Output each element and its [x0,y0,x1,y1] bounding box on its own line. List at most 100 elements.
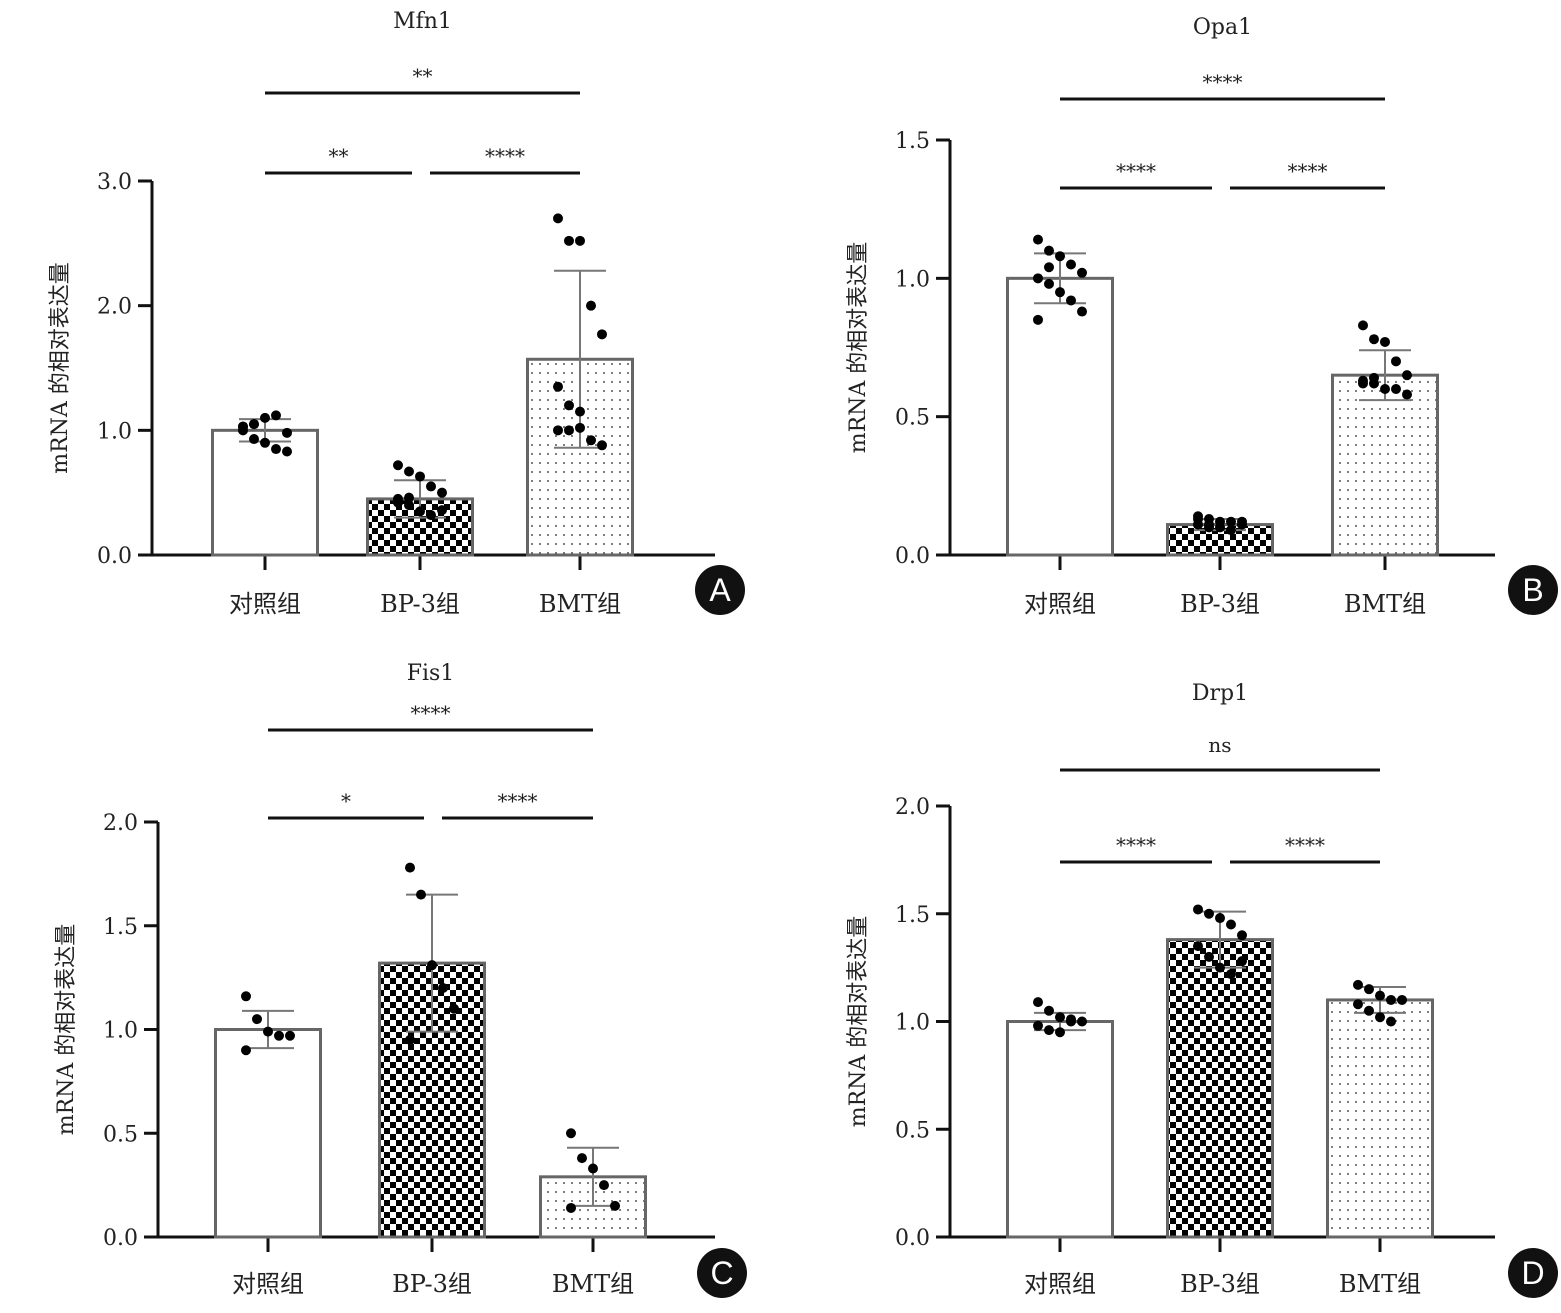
data-point [393,460,403,471]
data-point [1375,1012,1385,1023]
data-point [263,1026,273,1037]
data-point [1193,514,1203,525]
bar [366,497,474,557]
bar [1326,998,1434,1239]
panel-letter: C [697,1248,747,1298]
y-tick-label: 1.0 [895,1011,930,1036]
data-point [575,422,585,433]
panel-letter-badge [1508,565,1558,615]
data-point [610,1200,620,1211]
data-point [566,1202,576,1213]
data-point [553,213,563,224]
significance-label: **** [411,701,451,725]
x-tick-label: BP-3组 [1180,1270,1260,1298]
panel-letter: A [695,565,745,615]
data-point [260,412,270,423]
data-point [1402,389,1412,400]
significance-label: ** [329,144,349,168]
data-point [271,410,281,421]
data-point [1386,1016,1396,1027]
data-point [1033,1020,1043,1031]
y-tick-label: 3.0 [97,170,132,195]
data-point [282,446,292,457]
panel-d: Drp1 mRNA 的相对表达量 0.0 0.5 1.0 1.5 2.0 对照组 BP-3组 BM… [846,681,1558,1298]
significance-label: ns [1208,733,1231,757]
data-point [1193,904,1203,915]
panel-letter-badge [695,565,745,615]
y-tick-label: 1.0 [895,267,930,292]
data-point [415,506,425,517]
data-point [597,329,607,340]
data-point [1077,306,1087,317]
data-point [1055,287,1065,298]
y-axis-label: mRNA 的相对表达量 [846,916,871,1128]
data-point [1044,245,1054,256]
x-tick-label: 对照组 [1024,590,1096,618]
bar [1331,373,1439,557]
data-point [1215,962,1225,973]
panel-letter-badge [697,1248,747,1298]
data-point [274,1030,284,1041]
data-point [1204,908,1214,919]
data-point [564,400,574,411]
data-point [1369,372,1379,383]
data-point [564,425,574,436]
x-tick-label: 对照组 [229,590,301,618]
data-point [1402,370,1412,381]
data-point [1358,378,1368,389]
data-point [393,497,403,508]
bar [211,428,319,557]
data-point [1193,941,1203,952]
data-point [404,492,414,503]
data-point [1215,913,1225,924]
data-point [1033,273,1043,284]
data-point [1215,522,1225,533]
data-point [1044,1025,1054,1036]
y-tick-label: 1.0 [97,419,132,444]
data-point [1066,1014,1076,1025]
significance-label: **** [1116,159,1156,183]
data-point [1055,1027,1065,1038]
y-tick-label: 2.0 [103,811,138,836]
significance-label: **** [1288,159,1328,183]
y-tick-label: 0.0 [895,544,930,569]
panel-letter-text: C [710,1255,733,1291]
data-point [1066,259,1076,270]
data-point [564,235,574,246]
data-point [449,1003,459,1014]
data-point [1391,356,1401,367]
data-point [1369,334,1379,345]
x-tick-label: BMT组 [552,1270,634,1298]
x-tick-label: BMT组 [1344,590,1426,618]
data-point [575,406,585,417]
y-tick-label: 0.5 [895,406,930,431]
data-point [405,862,415,873]
bar [214,1028,322,1239]
chart-title: Opa1 [1193,15,1252,40]
data-point [241,1045,251,1056]
data-point [1077,267,1087,278]
data-point [260,437,270,448]
y-tick-label: 2.0 [97,295,132,320]
data-point [1226,516,1236,527]
data-point [1044,262,1054,273]
data-point [1364,1005,1374,1016]
y-tick-label: 1.0 [103,1019,138,1044]
data-point [271,444,281,455]
data-point [285,1030,295,1041]
data-point [1397,994,1407,1005]
data-point [1386,994,1396,1005]
y-tick-label: 0.5 [895,1118,930,1143]
data-point [252,1014,262,1025]
data-point [249,419,259,430]
data-point [575,235,585,246]
data-point [437,505,447,516]
data-point [415,471,425,482]
data-point [566,1128,576,1139]
data-point [416,889,426,900]
significance-label: * [341,789,351,813]
data-point [405,1034,415,1045]
data-point [404,466,414,477]
y-axis-label: mRNA 的相对表达量 [54,924,79,1136]
chart-title: Drp1 [1192,681,1248,706]
